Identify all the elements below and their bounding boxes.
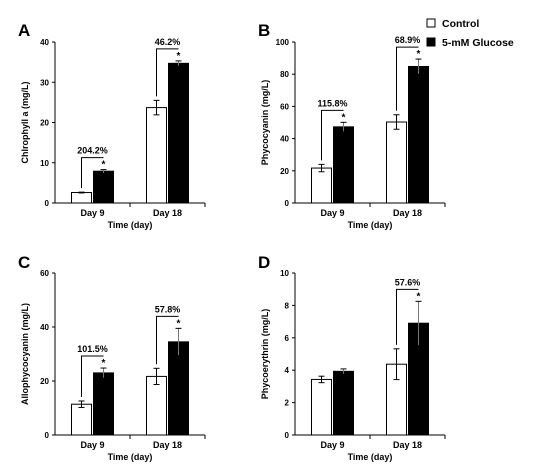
percent-bracket xyxy=(396,46,419,111)
x-tick-label: Day 9 xyxy=(320,440,344,450)
y-axis-title: Chlrophyll a (mg/L) xyxy=(20,81,30,163)
percent-label: 68.9% xyxy=(395,35,421,45)
panel-c: C 0 20 40 60 Time (day) Allophycocyanin (mg/L)… xyxy=(18,253,206,462)
significance-star: * xyxy=(417,49,421,60)
x-tick-label: Day 18 xyxy=(153,440,182,450)
percent-bracket xyxy=(81,355,104,397)
y-tick-label: 0 xyxy=(45,199,50,208)
percent-label: 115.8% xyxy=(317,98,347,108)
percent-bracket xyxy=(321,109,344,161)
y-tick-label: 10 xyxy=(280,269,289,278)
percent-bracket xyxy=(156,315,179,365)
x-axis-title: Time (day) xyxy=(108,220,153,230)
legend-label-control: Control xyxy=(442,18,479,30)
significance-star: * xyxy=(342,112,346,123)
y-tick-label: 20 xyxy=(280,167,289,176)
y-tick-label: 100 xyxy=(276,38,290,47)
percent-label: 101.5% xyxy=(77,344,108,354)
bar-glucose-1 xyxy=(93,372,114,436)
y-tick-label: 10 xyxy=(40,159,49,168)
y-tick-label: 20 xyxy=(40,119,49,128)
x-tick-label: Day 18 xyxy=(393,440,422,450)
x-axis-title: Time (day) xyxy=(108,452,153,462)
bar-glucose-1 xyxy=(333,370,354,436)
percent-bracket xyxy=(156,48,179,97)
y-tick-label: 6 xyxy=(285,334,290,343)
panel-b: B 0 20 40 60 80 100 Time (day) Phycocyanin (mg/L… xyxy=(258,21,446,230)
panel-letter: C xyxy=(18,253,30,272)
bar-control-2 xyxy=(146,375,167,436)
x-tick-label: Day 9 xyxy=(80,208,104,218)
y-axis-title: Allophycocyanin (mg/L) xyxy=(20,303,30,405)
y-axis-title: Phycoerythrin (mg/L) xyxy=(260,309,270,400)
y-tick-label: 40 xyxy=(40,38,49,47)
legend-swatch-glucose xyxy=(426,37,436,47)
y-tick-label: 0 xyxy=(45,431,50,440)
panel-letter: B xyxy=(258,21,270,40)
panel-letter: A xyxy=(18,21,30,40)
bar-control-1 xyxy=(311,167,332,204)
y-tick-label: 8 xyxy=(285,301,290,310)
legend: Control 5-mM Glucose xyxy=(426,18,514,49)
bar-control-2 xyxy=(386,121,407,204)
percent-bracket xyxy=(396,288,419,345)
percent-label: 46.2% xyxy=(155,37,181,47)
x-axis-title: Time (day) xyxy=(348,220,393,230)
panel-d: D 0 2 4 6 8 10 Time (day) Phycoerythrin (mg/L) Da… xyxy=(258,253,446,462)
percent-label: 57.6% xyxy=(395,277,421,287)
panel-letter: D xyxy=(258,253,270,272)
y-tick-label: 4 xyxy=(285,366,290,375)
y-axis-title: Phycocyanin (mg/L) xyxy=(260,80,270,166)
x-tick-label: Day 9 xyxy=(80,440,104,450)
y-tick-label: 0 xyxy=(285,199,290,208)
significance-star: * xyxy=(102,358,106,369)
y-tick-label: 60 xyxy=(40,269,49,278)
significance-star: * xyxy=(417,291,421,302)
bar-control-1 xyxy=(71,403,92,436)
y-tick-label: 60 xyxy=(280,102,289,111)
bar-control-2 xyxy=(146,107,167,204)
bar-glucose-1 xyxy=(333,126,354,204)
bar-glucose-2 xyxy=(168,62,189,204)
legend-label-glucose: 5-mM Glucose xyxy=(442,37,514,49)
percent-bracket xyxy=(81,157,104,189)
significance-star: * xyxy=(177,51,181,62)
y-tick-label: 40 xyxy=(40,323,49,332)
y-tick-label: 80 xyxy=(280,70,289,79)
bar-control-1 xyxy=(311,378,332,436)
y-tick-label: 2 xyxy=(285,399,290,408)
y-tick-label: 0 xyxy=(285,431,290,440)
x-tick-label: Day 18 xyxy=(153,208,182,218)
y-tick-label: 20 xyxy=(40,377,49,386)
bar-glucose-1 xyxy=(93,170,114,204)
y-tick-label: 40 xyxy=(280,135,289,144)
bar-control-1 xyxy=(71,192,92,204)
panel-a: A 0 10 20 30 40 Time (day) Chlrophyll a (mg/L) D… xyxy=(18,21,206,230)
x-tick-label: Day 18 xyxy=(393,208,422,218)
bar-glucose-2 xyxy=(408,65,429,204)
legend-swatch-control xyxy=(426,18,436,28)
percent-label: 204.2% xyxy=(77,146,108,156)
x-tick-label: Day 9 xyxy=(320,208,344,218)
significance-star: * xyxy=(102,160,106,171)
significance-star: * xyxy=(177,318,181,329)
y-tick-label: 30 xyxy=(40,78,49,87)
percent-label: 57.8% xyxy=(155,304,181,314)
bar-glucose-2 xyxy=(168,341,189,436)
x-axis-title: Time (day) xyxy=(348,452,393,462)
